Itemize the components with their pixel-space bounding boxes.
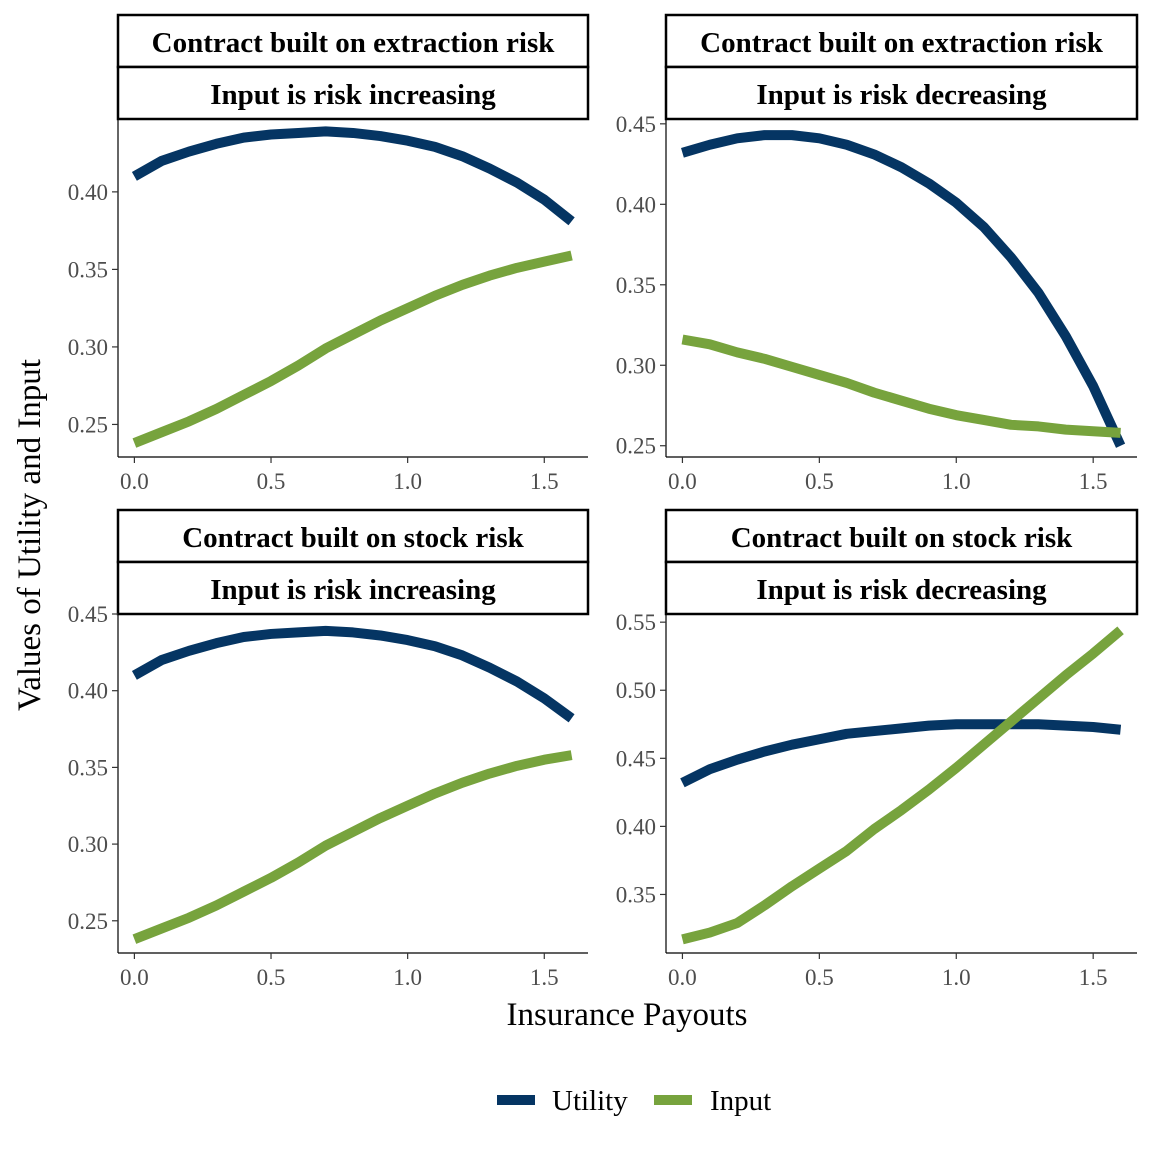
y-tick-label: 0.55 <box>616 610 656 635</box>
x-tick-label: 1.0 <box>393 469 422 494</box>
series-line-input <box>681 334 1121 438</box>
panel-2: Contract built on extraction risk Input i… <box>616 13 1139 494</box>
strip-top-label: Contract built on extraction risk <box>700 27 1104 59</box>
strip-bottom-label: Input is risk increasing <box>210 79 496 111</box>
y-tick-label: 0.45 <box>616 112 656 137</box>
legend-label-input: Input <box>710 1085 771 1117</box>
strip-top-box <box>116 13 590 69</box>
x-tick-label: 1.0 <box>942 965 971 990</box>
series-line-utility <box>681 130 1126 448</box>
strip-bottom-box <box>116 65 590 121</box>
series-line-utility <box>131 126 575 226</box>
y-tick-label: 0.45 <box>616 746 656 771</box>
y-tick-label: 0.40 <box>68 180 108 205</box>
series-line-input <box>132 250 573 448</box>
x-tick-label: 0.5 <box>257 469 286 494</box>
x-tick-label: 1.5 <box>1079 469 1108 494</box>
y-tick-label: 0.25 <box>616 434 656 459</box>
x-tick-label: 0.0 <box>668 965 697 990</box>
series-line-utility <box>131 625 575 723</box>
y-tick-label: 0.25 <box>68 909 108 934</box>
strip-bottom-box <box>664 560 1139 616</box>
y-tick-label: 0.35 <box>68 257 108 282</box>
x-tick-label: 1.0 <box>942 469 971 494</box>
x-tick-label: 0.5 <box>805 469 834 494</box>
y-tick-label: 0.30 <box>616 353 656 378</box>
x-tick-label: 0.5 <box>805 965 834 990</box>
strip-top-box <box>664 508 1139 564</box>
chart-panels: Contract built on extraction risk Input i… <box>68 13 1139 990</box>
y-tick-label: 0.30 <box>68 335 108 360</box>
y-tick-label: 0.25 <box>68 412 108 437</box>
legend: Utility Input <box>497 1085 771 1117</box>
strip-bottom-label: Input is risk decreasing <box>756 79 1047 111</box>
panel-3: Contract built on stock risk Input is ris… <box>68 508 590 990</box>
strip-top-label: Contract built on stock risk <box>182 522 524 554</box>
y-tick-label: 0.35 <box>616 273 656 298</box>
y-tick-label: 0.50 <box>616 678 656 703</box>
x-tick-label: 1.0 <box>393 965 422 990</box>
x-tick-label: 1.5 <box>530 469 559 494</box>
strip-top-label: Contract built on stock risk <box>731 522 1073 554</box>
panel-1: Contract built on extraction risk Input i… <box>68 13 590 494</box>
y-tick-label: 0.35 <box>616 882 656 907</box>
y-tick-label: 0.30 <box>68 832 108 857</box>
strip-bottom-box <box>664 65 1139 121</box>
x-tick-label: 1.5 <box>1079 965 1108 990</box>
x-tick-label: 0.0 <box>120 469 149 494</box>
strip-bottom-label: Input is risk increasing <box>210 574 496 606</box>
strip-bottom-label: Input is risk decreasing <box>756 574 1047 606</box>
x-tick-label: 1.5 <box>530 965 559 990</box>
y-tick-label: 0.40 <box>68 679 108 704</box>
x-tick-label: 0.5 <box>257 965 286 990</box>
panel-4: Contract built on stock risk Input is ris… <box>616 508 1139 990</box>
series-line-input <box>681 626 1124 945</box>
y-tick-label: 0.40 <box>616 192 656 217</box>
series-line-input <box>132 750 573 944</box>
x-tick-label: 0.0 <box>668 469 697 494</box>
y-tick-label: 0.40 <box>616 814 656 839</box>
strip-bottom-box <box>116 560 590 616</box>
series-line-utility <box>680 719 1122 788</box>
y-tick-label: 0.45 <box>68 602 108 627</box>
y-axis-title: Values of Utility and Input <box>12 359 48 711</box>
y-tick-label: 0.35 <box>68 755 108 780</box>
legend-label-utility: Utility <box>552 1085 628 1117</box>
x-axis-title: Insurance Payouts <box>506 997 747 1033</box>
x-tick-label: 0.0 <box>120 965 149 990</box>
strip-top-label: Contract built on extraction risk <box>152 27 556 59</box>
strip-top-box <box>116 508 590 564</box>
